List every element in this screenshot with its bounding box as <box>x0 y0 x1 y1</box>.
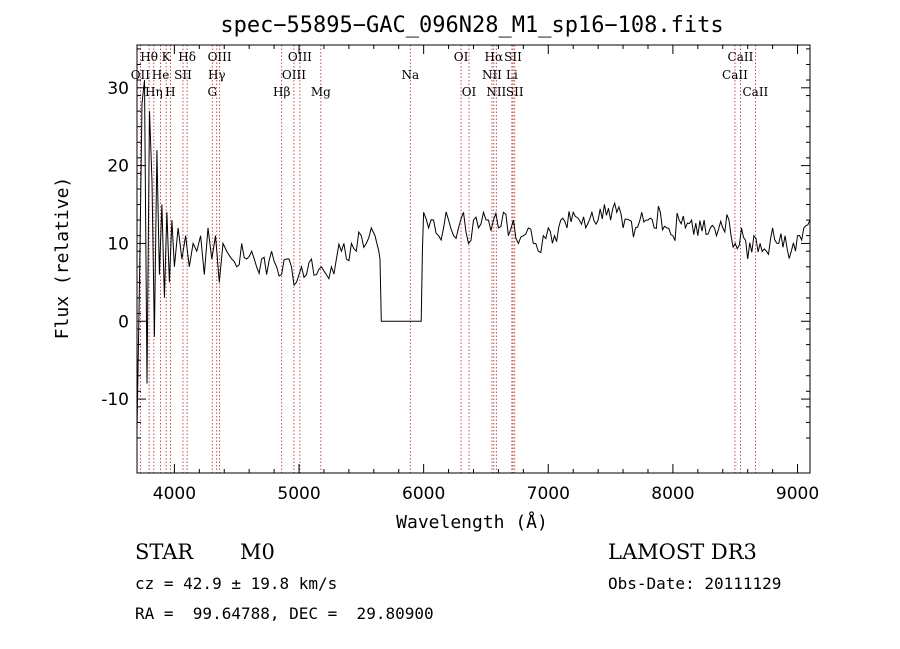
spectral-line-label: OIII <box>208 50 232 64</box>
x-tick-label: 7000 <box>527 484 570 504</box>
spectral-line-label: OII <box>131 68 151 82</box>
x-tick-label: 8000 <box>651 484 694 504</box>
y-tick-label: 20 <box>107 157 129 177</box>
y-axis-label: Flux (relative) <box>52 177 73 340</box>
survey-name: LAMOST DR3 <box>608 540 757 564</box>
observation-date: Obs-Date: 20111129 <box>608 574 782 593</box>
spectral-line-label: CaII <box>728 50 754 64</box>
spectral-line-label: OI <box>454 50 469 64</box>
spectral-line-label: Li <box>506 68 518 82</box>
y-tick-label: 30 <box>107 79 129 99</box>
spectral-line-label: Na <box>401 68 419 82</box>
y-tick-label: -10 <box>101 390 129 410</box>
x-tick-label: 4000 <box>153 484 196 504</box>
spectral-line-label: G <box>207 85 217 99</box>
axis-ticks: 4000 5000 6000 7000 8000 9000 -10 0 10 20 30 <box>101 45 819 504</box>
spectral-line-label: Hη <box>145 85 163 99</box>
spectral-line-label: Mg <box>311 85 331 99</box>
spectral-line-label: He <box>152 68 170 82</box>
x-tick-label: 6000 <box>402 484 445 504</box>
chart-title: spec−55895−GAC_096N28_M1_sp16−108.fits <box>220 13 723 38</box>
spectral-line-label: Hθ <box>140 50 158 64</box>
spectral-line-label: SII <box>174 68 192 82</box>
spectral-line-label: CaII <box>722 68 748 82</box>
redshift-velocity: cz = 42.9 ± 19.8 km/s <box>135 574 338 593</box>
x-axis-label: Wavelength (Å) <box>396 511 548 533</box>
spectral-line-label: SII <box>506 85 524 99</box>
spectral-line-label: CaII <box>742 85 768 99</box>
x-tick-label: 5000 <box>277 484 320 504</box>
flux-series-line <box>136 79 811 431</box>
spectral-line-label: Hα <box>485 50 504 64</box>
spectral-line-label: Hγ <box>208 68 226 82</box>
spectral-line-label: Hδ <box>178 50 196 64</box>
spectral-line-label: H <box>165 85 175 99</box>
x-tick-label: 9000 <box>776 484 819 504</box>
spectral-line-label: SII <box>504 50 522 64</box>
spectral-line-label: NII <box>482 68 502 82</box>
object-subclass: M0 <box>240 540 275 564</box>
spectral-line-label: OIII <box>288 50 312 64</box>
plot-frame <box>136 44 811 474</box>
coordinates: RA = 99.64788, DEC = 29.80900 <box>135 604 434 623</box>
spectral-line-markers <box>139 45 756 473</box>
spectral-line-label: OI <box>462 85 477 99</box>
y-tick-label: 10 <box>107 234 129 254</box>
spectral-line-label: K <box>162 50 172 64</box>
spectral-line-label: NII <box>486 85 506 99</box>
y-tick-label: 0 <box>118 312 129 332</box>
spectral-line-label: Hβ <box>273 85 290 99</box>
spectral-line-label: OIII <box>282 68 306 82</box>
object-class: STAR <box>135 540 194 564</box>
